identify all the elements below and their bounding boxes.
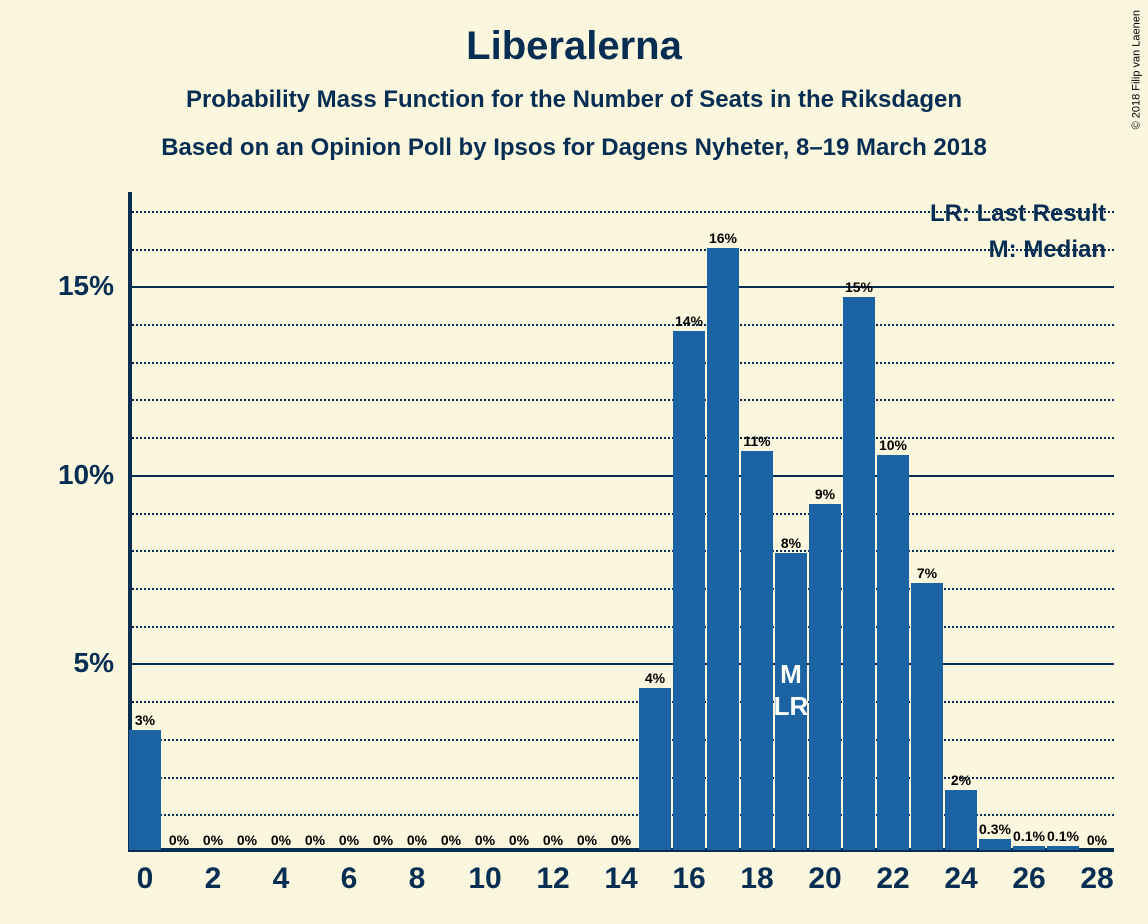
bar: 0.1%: [1013, 846, 1044, 850]
bar-value-label: 0%: [169, 832, 189, 850]
y-tick-label: 5%: [74, 647, 128, 679]
gridline-minor: [128, 513, 1114, 515]
gridline-minor: [128, 362, 1114, 364]
bar-value-label: 0%: [237, 832, 257, 850]
x-tick-label: 16: [672, 852, 705, 896]
chart-canvas: Liberalerna Probability Mass Function for…: [0, 0, 1148, 924]
bar-value-label: 0.1%: [1047, 828, 1079, 846]
bar-value-label: 0%: [203, 832, 223, 850]
chart-subtitle-1: Probability Mass Function for the Number…: [0, 86, 1148, 114]
legend-line: M: Median: [989, 236, 1106, 264]
bar-value-label: 8%: [781, 535, 801, 553]
bar-value-label: 0%: [373, 832, 393, 850]
bar: 8%MLR: [775, 553, 806, 850]
bar-marker: M: [780, 659, 802, 690]
gridline-minor: [128, 739, 1114, 741]
chart-subtitle-2: Based on an Opinion Poll by Ipsos for Da…: [0, 134, 1148, 162]
x-tick-label: 14: [604, 852, 637, 896]
bar-value-label: 0%: [407, 832, 427, 850]
bar: 15%: [843, 297, 874, 850]
bar-value-label: 0%: [475, 832, 495, 850]
x-tick-label: 20: [808, 852, 841, 896]
bar: 4%: [639, 688, 670, 850]
bar: 0.1%: [1047, 846, 1078, 850]
bar-value-label: 0.1%: [1013, 828, 1045, 846]
bar: 3%: [129, 730, 160, 850]
bar: 16%: [707, 248, 738, 850]
x-tick-label: 2: [205, 852, 222, 896]
legend-line: LR: Last Result: [930, 200, 1106, 228]
x-tick-label: 4: [273, 852, 290, 896]
x-tick-label: 10: [468, 852, 501, 896]
bar-value-label: 10%: [879, 437, 907, 455]
bar-value-label: 0%: [305, 832, 325, 850]
bar: 9%: [809, 504, 840, 850]
bar-value-label: 0%: [577, 832, 597, 850]
bar-value-label: 0%: [339, 832, 359, 850]
x-tick-label: 12: [536, 852, 569, 896]
bar: 11%: [741, 451, 772, 850]
bar: 0.3%: [979, 839, 1010, 850]
bar-value-label: 0%: [611, 832, 631, 850]
gridline-minor: [128, 249, 1114, 251]
gridline-minor: [128, 701, 1114, 703]
gridline-minor: [128, 399, 1114, 401]
x-tick-label: 0: [137, 852, 154, 896]
gridline-minor: [128, 550, 1114, 552]
bar-value-label: 9%: [815, 486, 835, 504]
x-tick-label: 18: [740, 852, 773, 896]
bar: 10%: [877, 455, 908, 850]
bar-value-label: 15%: [845, 279, 873, 297]
bar: 7%: [911, 583, 942, 850]
bar-value-label: 0%: [441, 832, 461, 850]
bar-value-label: 0%: [271, 832, 291, 850]
gridline-minor: [128, 626, 1114, 628]
gridline-minor: [128, 324, 1114, 326]
x-tick-label: 22: [876, 852, 909, 896]
bar-value-label: 14%: [675, 313, 703, 331]
bar-value-label: 2%: [951, 772, 971, 790]
x-tick-label: 6: [341, 852, 358, 896]
bar-value-label: 0%: [509, 832, 529, 850]
chart-title: Liberalerna: [0, 24, 1148, 69]
bar-value-label: 0%: [1087, 832, 1107, 850]
bar-marker: LR: [774, 691, 809, 722]
bar-value-label: 4%: [645, 670, 665, 688]
gridline-major: [128, 286, 1114, 288]
bar-value-label: 3%: [135, 712, 155, 730]
x-tick-label: 8: [409, 852, 426, 896]
bar-value-label: 16%: [709, 230, 737, 248]
bar: 2%: [945, 790, 976, 850]
bar: 14%: [673, 331, 704, 850]
copyright-text: © 2018 Filip van Laenen: [1130, 10, 1142, 129]
gridline-major: [128, 475, 1114, 477]
bar-value-label: 7%: [917, 565, 937, 583]
bar-value-label: 0.3%: [979, 821, 1011, 839]
y-tick-label: 10%: [58, 459, 128, 491]
bar-value-label: 11%: [743, 433, 770, 451]
x-tick-label: 28: [1080, 852, 1113, 896]
bar-value-label: 0%: [543, 832, 563, 850]
gridline-minor: [128, 588, 1114, 590]
x-tick-label: 26: [1012, 852, 1045, 896]
x-tick-label: 24: [944, 852, 977, 896]
gridline-minor: [128, 437, 1114, 439]
plot-area: 5%10%15%3%0%0%0%0%0%0%0%0%0%0%0%0%0%0%4%…: [128, 192, 1114, 852]
gridline-major: [128, 663, 1114, 665]
y-tick-label: 15%: [58, 270, 128, 302]
